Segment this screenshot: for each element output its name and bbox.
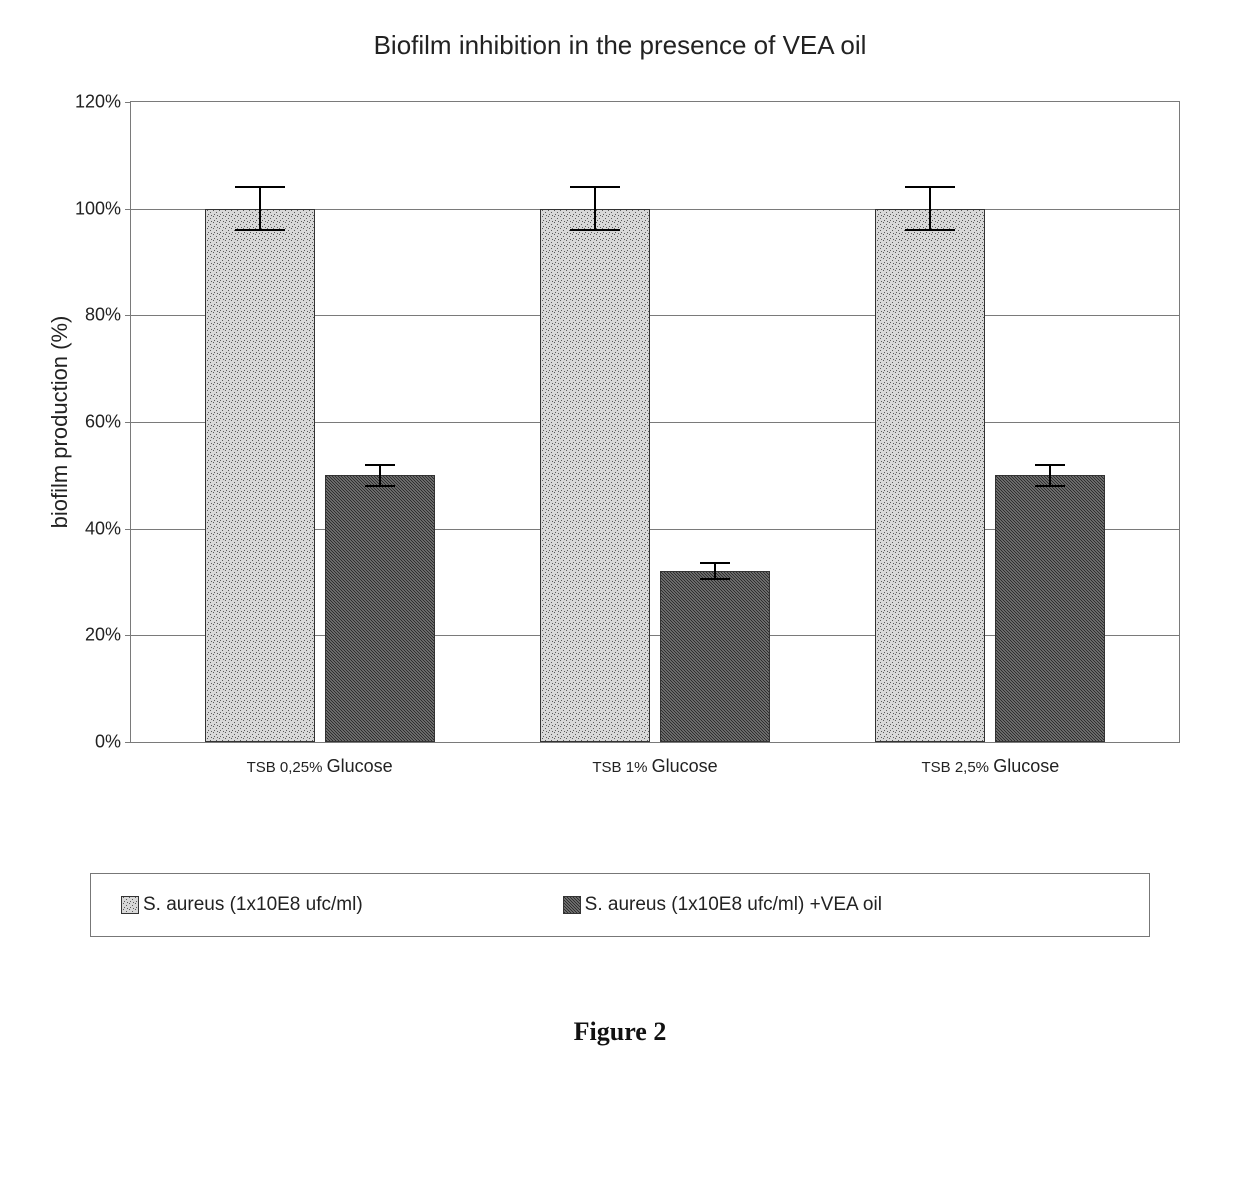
y-tick-label: 80% <box>85 305 131 326</box>
error-bar-cap <box>1035 464 1065 466</box>
error-bar-stem <box>714 563 716 579</box>
error-bar-cap <box>905 229 955 231</box>
plot-area: 0%20%40%60%80%100%120%TSB 0,25% GlucoseT… <box>130 101 1180 743</box>
error-bar-cap <box>235 186 285 188</box>
y-tick-label: 100% <box>75 198 131 219</box>
error-bar-stem <box>594 187 596 230</box>
legend-swatch <box>563 896 581 914</box>
x-tick-label: TSB 0,25% Glucose <box>247 742 393 777</box>
y-tick-label: 0% <box>95 732 131 753</box>
error-bar-stem <box>259 187 261 230</box>
bar-group <box>540 102 770 742</box>
y-tick-label: 40% <box>85 518 131 539</box>
chart-container: biofilm production (%) 0%20%40%60%80%100… <box>130 101 1180 743</box>
figure-caption: Figure 2 <box>40 1017 1200 1047</box>
error-bar-stem <box>379 465 381 486</box>
y-axis-label: biofilm production (%) <box>47 316 73 529</box>
y-tick-label: 120% <box>75 92 131 113</box>
legend: S. aureus (1x10E8 ufc/ml) S. aureus (1x10… <box>90 873 1150 937</box>
legend-swatch <box>121 896 139 914</box>
error-bar-stem <box>1049 465 1051 486</box>
y-tick-label: 20% <box>85 625 131 646</box>
error-bar-cap <box>1035 485 1065 487</box>
error-bar-cap <box>570 186 620 188</box>
bar-treatment <box>660 571 770 742</box>
bar-treatment <box>325 475 435 742</box>
error-bar-cap <box>365 464 395 466</box>
bar-group <box>205 102 435 742</box>
bar-treatment <box>995 475 1105 742</box>
error-bar-stem <box>929 187 931 230</box>
x-tick-label: TSB 2,5% Glucose <box>921 742 1059 777</box>
x-tick-label: TSB 1% Glucose <box>592 742 717 777</box>
bar-control <box>205 209 315 742</box>
error-bar-cap <box>700 562 730 564</box>
bar-group <box>875 102 1105 742</box>
y-tick-label: 60% <box>85 412 131 433</box>
bar-control <box>540 209 650 742</box>
chart-title: Biofilm inhibition in the presence of VE… <box>40 30 1200 61</box>
legend-item: S. aureus (1x10E8 ufc/ml) <box>121 894 363 916</box>
legend-label: S. aureus (1x10E8 ufc/ml) <box>143 894 363 916</box>
error-bar-cap <box>235 229 285 231</box>
legend-label: S. aureus (1x10E8 ufc/ml) +VEA oil <box>585 894 882 916</box>
error-bar-cap <box>700 578 730 580</box>
error-bar-cap <box>905 186 955 188</box>
bar-control <box>875 209 985 742</box>
legend-item: S. aureus (1x10E8 ufc/ml) +VEA oil <box>563 894 882 916</box>
error-bar-cap <box>570 229 620 231</box>
error-bar-cap <box>365 485 395 487</box>
